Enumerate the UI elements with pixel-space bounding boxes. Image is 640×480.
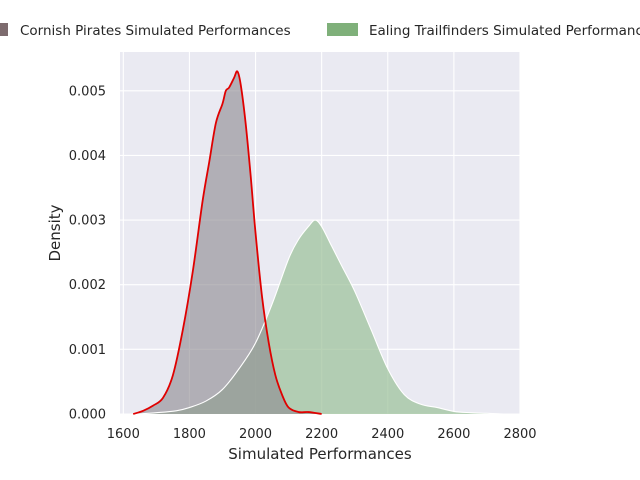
legend-label-ealing-trailfinders: Ealing Trailfinders Simulated Performanc… (369, 23, 640, 39)
legend: Cornish Pirates Simulated Performances E… (0, 23, 640, 39)
legend-swatch-ealing-trailfinders (327, 23, 358, 36)
y-tick-label: 0.003 (69, 214, 106, 229)
y-tick-label: 0.001 (69, 343, 106, 358)
x-tick-label: 2000 (239, 427, 272, 442)
x-tick-label: 1800 (173, 427, 206, 442)
area-ealing-trailfinders (136, 220, 504, 414)
x-tick-label: 2400 (371, 427, 404, 442)
y-tick-label: 0.005 (69, 84, 106, 99)
x-tick-label: 2600 (437, 427, 470, 442)
y-tick-label: 0.002 (69, 278, 106, 293)
y-axis-label: Density (46, 204, 64, 261)
series-areas (132, 70, 504, 415)
y-axis-ticks: 0.000 0.001 0.002 0.003 0.004 0.005 (69, 84, 106, 422)
line-ealing-trailfinders (136, 219, 504, 415)
legend-label-cornish-pirates: Cornish Pirates Simulated Performances (20, 23, 291, 39)
line-cornish-pirates (132, 70, 322, 415)
legend-swatch-cornish-pirates (0, 23, 8, 36)
x-axis-label: Simulated Performances (228, 445, 412, 463)
x-axis-ticks: 1600 1800 2000 2200 2400 2600 2800 (107, 427, 537, 442)
x-tick-label: 1600 (107, 427, 140, 442)
y-tick-label: 0.004 (69, 149, 106, 164)
x-tick-label: 2200 (305, 427, 338, 442)
area-cornish-pirates (133, 71, 322, 415)
y-tick-label: 0.000 (69, 408, 106, 423)
x-tick-label: 2800 (503, 427, 536, 442)
